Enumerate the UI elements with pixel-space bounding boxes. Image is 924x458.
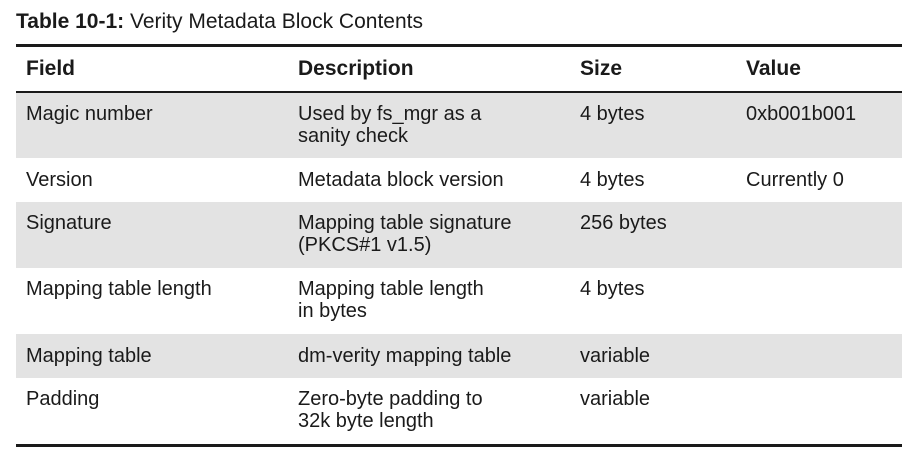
cell-value: Currently 0	[746, 169, 844, 191]
cell-description: Zero-byte padding to 32k byte length	[288, 378, 570, 444]
caption-label: Table 10-1:	[16, 10, 125, 33]
header-field: Field	[16, 47, 288, 93]
metadata-table-grid: Field Description Size Value Magic numbe…	[16, 47, 902, 444]
cell-field: Signature	[16, 202, 288, 268]
cell-field: Version	[26, 169, 93, 191]
cell-field: Mapping table length	[26, 278, 212, 300]
cell-description: Metadata block version	[288, 158, 570, 202]
cell-value	[736, 378, 902, 444]
description-line: Mapping table length	[298, 278, 484, 300]
cell-size: variable	[570, 334, 736, 378]
table-row: Padding Zero-byte padding to 32k byte le…	[16, 378, 902, 444]
description-line: Zero-byte padding to	[298, 388, 483, 410]
cell-value	[736, 334, 902, 378]
table-row: Magic number Used by fs_mgr as a sanity …	[16, 92, 902, 158]
description-line: in bytes	[298, 300, 367, 322]
description-line: sanity check	[298, 125, 409, 147]
metadata-table: Field Description Size Value Magic numbe…	[16, 44, 902, 447]
table-caption: Table 10-1: Verity Metadata Block Conten…	[16, 8, 423, 36]
cell-description: Used by fs_mgr as a sanity check	[288, 92, 570, 158]
description-line: 32k byte length	[298, 410, 434, 432]
cell-size: 4 bytes	[580, 169, 645, 191]
header-size: Size	[570, 47, 736, 93]
description-line: dm-verity mapping table	[298, 345, 512, 367]
header-row: Field Description Size Value	[16, 47, 902, 93]
cell-description: Mapping table signature (PKCS#1 v1.5)	[288, 202, 570, 268]
description-line: Used by fs_mgr as a	[298, 103, 482, 125]
cell-description: Mapping table length in bytes	[288, 268, 570, 334]
table-row: Signature Mapping table signature (PKCS#…	[16, 202, 902, 268]
cell-size: 256 bytes	[570, 202, 736, 268]
header-description: Description	[288, 47, 570, 93]
cell-field: Magic number	[16, 92, 288, 158]
description-line: Mapping table signature	[298, 212, 512, 234]
description-line: Metadata block version	[298, 169, 504, 191]
cell-size: variable	[580, 388, 651, 410]
cell-description: dm-verity mapping table	[288, 334, 570, 378]
cell-size: 4 bytes	[570, 92, 736, 158]
caption-title: Verity Metadata Block Contents	[130, 10, 423, 33]
description-line: (PKCS#1 v1.5)	[298, 234, 432, 256]
cell-value: 0xb001b001	[736, 92, 902, 158]
cell-value	[736, 202, 902, 268]
cell-size: 4 bytes	[580, 278, 645, 300]
table-row: Mapping table length Mapping table lengt…	[16, 268, 902, 334]
cell-value	[736, 268, 902, 334]
table-row: Version Metadata block version 4 bytes C…	[16, 158, 902, 202]
table-row: Mapping table dm-verity mapping table va…	[16, 334, 902, 378]
cell-field: Mapping table	[16, 334, 288, 378]
cell-field: Padding	[26, 388, 100, 410]
header-value: Value	[736, 47, 902, 93]
